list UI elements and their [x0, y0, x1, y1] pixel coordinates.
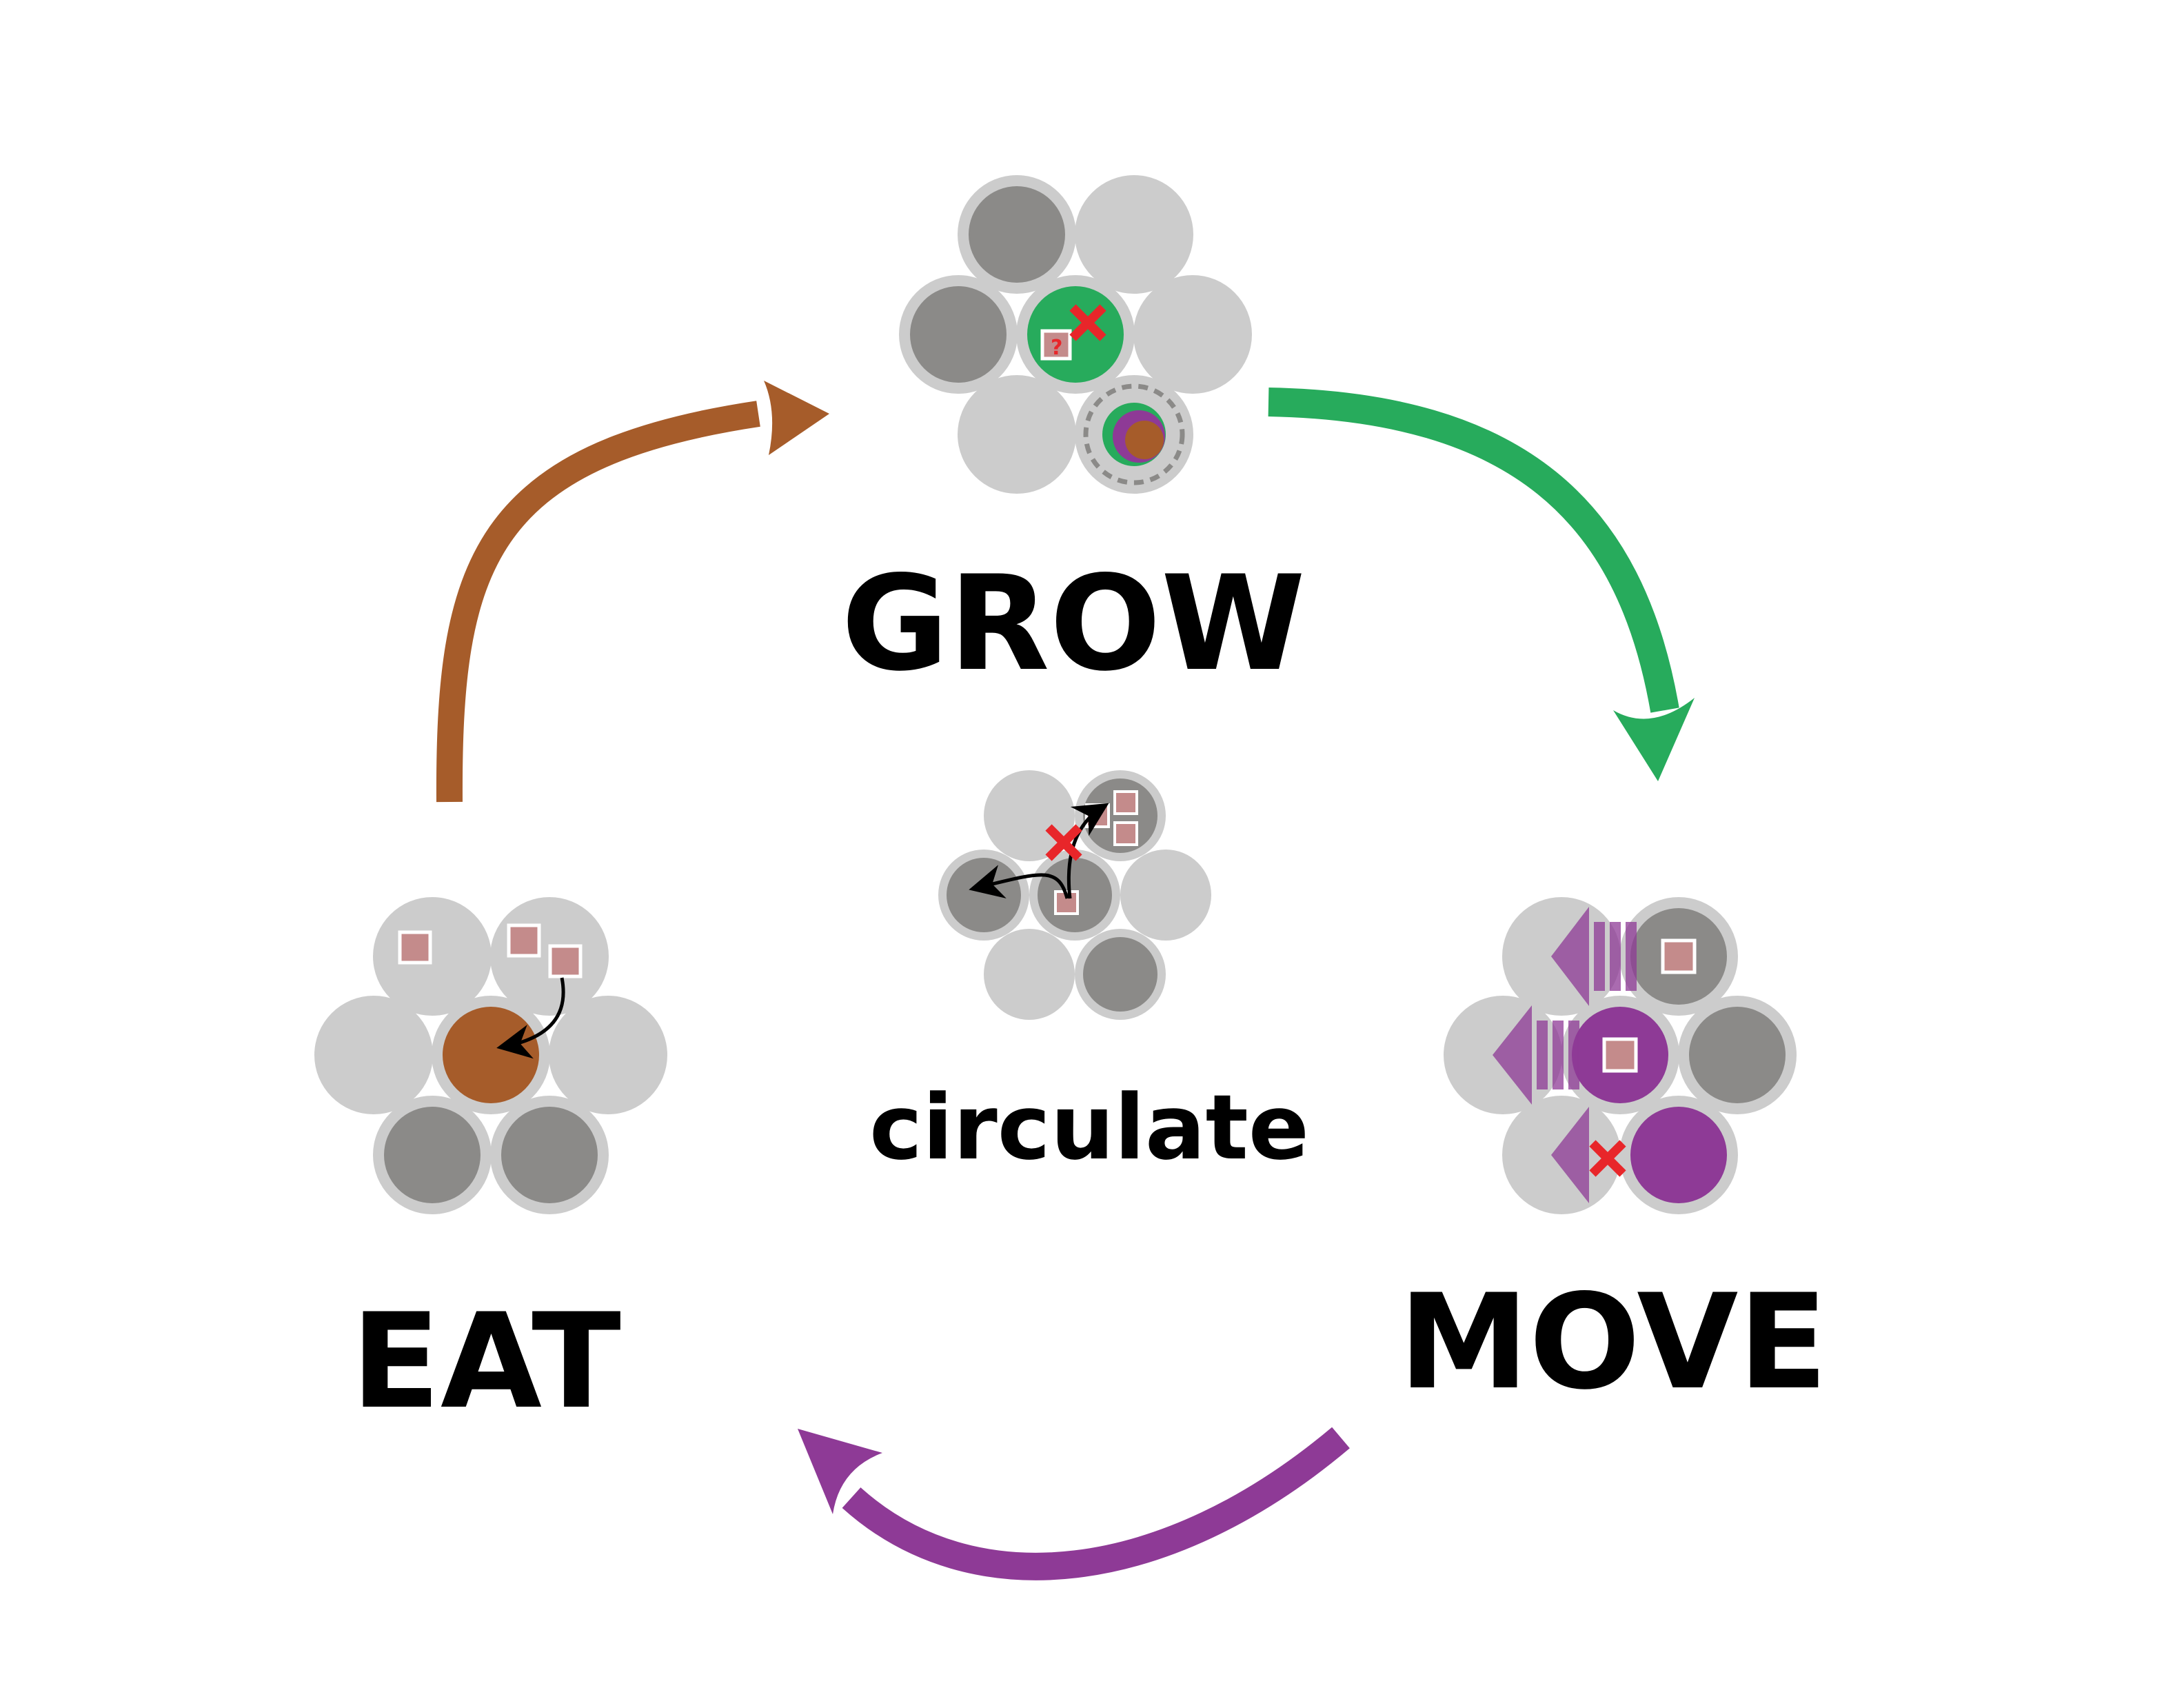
move-cluster	[1444, 897, 1797, 1214]
daughter-cell-layer	[1125, 421, 1164, 459]
cell-occupied	[501, 1107, 598, 1203]
curved-arrow-icon	[1066, 803, 1109, 899]
eating-cell	[443, 1007, 539, 1103]
resource-square	[398, 930, 432, 965]
cell	[984, 929, 1075, 1020]
resource-square	[507, 923, 541, 958]
cell	[1075, 175, 1193, 294]
eat-label: EAT	[351, 1285, 621, 1438]
cell-occupied	[947, 858, 1021, 932]
cell-occupied	[1083, 937, 1157, 1012]
red-x-icon	[1589, 1140, 1626, 1177]
grow-to-move-arrow	[1268, 388, 1695, 781]
resource-square	[1602, 1037, 1638, 1073]
eat-cluster	[314, 897, 667, 1214]
move-to-eat-arrow	[798, 1427, 1350, 1580]
resource-square	[1661, 938, 1697, 974]
cell	[314, 996, 433, 1114]
cell-occupied	[1689, 1007, 1786, 1103]
cell	[958, 375, 1076, 494]
question-mark-icon: ?	[1051, 336, 1062, 360]
grow-cluster: ?	[899, 175, 1252, 494]
circulate-label: circulate	[869, 1075, 1309, 1180]
moving-cell	[1630, 1107, 1727, 1203]
cell	[549, 996, 667, 1114]
cell-occupied	[910, 286, 1007, 383]
grow-label: GROW	[841, 547, 1305, 700]
cell	[1120, 850, 1211, 941]
cell	[984, 770, 1075, 861]
resource-square	[1040, 329, 1072, 361]
circulate-cluster	[938, 770, 1211, 1020]
cell-occupied	[969, 186, 1065, 283]
cell	[1133, 275, 1252, 394]
new-cell-target	[1083, 383, 1185, 485]
move-left-arrow-icon	[1493, 1005, 1579, 1105]
resource-square	[1113, 821, 1138, 846]
cell	[373, 897, 492, 1016]
curved-arrow-icon	[496, 977, 565, 1059]
cell-occupied	[384, 1107, 481, 1203]
red-x-icon	[1045, 824, 1082, 861]
resource-square	[1113, 790, 1138, 815]
curved-arrow-icon	[969, 865, 1069, 899]
eat-to-grow-arrow	[436, 381, 829, 803]
move-left-arrow-icon	[1551, 1107, 1589, 1203]
move-label: MOVE	[1399, 1266, 1828, 1418]
move-left-arrow-icon	[1551, 907, 1637, 1006]
resource-square	[548, 944, 583, 978]
red-x-icon	[1069, 304, 1106, 341]
